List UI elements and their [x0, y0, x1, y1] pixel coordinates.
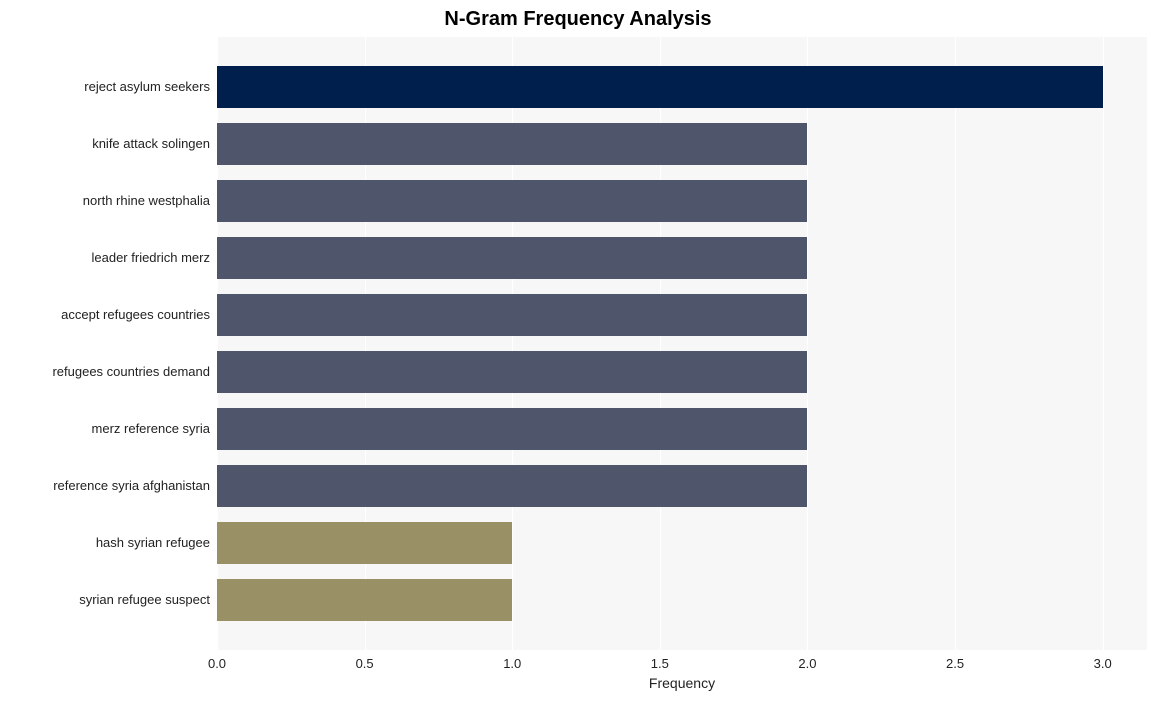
x-tick-label: 2.0 — [798, 656, 816, 671]
x-tick-label: 3.0 — [1094, 656, 1112, 671]
x-tick-label: 1.5 — [651, 656, 669, 671]
y-tick-label: refugees countries demand — [0, 365, 210, 378]
x-tick-label: 0.5 — [356, 656, 374, 671]
y-tick-label: knife attack solingen — [0, 137, 210, 150]
x-tick-label: 2.5 — [946, 656, 964, 671]
x-tick-label: 1.0 — [503, 656, 521, 671]
gridline — [1103, 37, 1104, 650]
y-tick-label: reject asylum seekers — [0, 80, 210, 93]
bar — [217, 408, 807, 450]
y-tick-label: north rhine westphalia — [0, 194, 210, 207]
bar — [217, 351, 807, 393]
bar — [217, 180, 807, 222]
bar — [217, 123, 807, 165]
y-tick-label: leader friedrich merz — [0, 251, 210, 264]
y-tick-label: accept refugees countries — [0, 308, 210, 321]
x-axis-label: Frequency — [217, 675, 1147, 691]
gridline — [955, 37, 956, 650]
bar — [217, 294, 807, 336]
plot-area — [217, 37, 1147, 650]
x-tick-label: 0.0 — [208, 656, 226, 671]
y-tick-label: reference syria afghanistan — [0, 479, 210, 492]
bar — [217, 522, 512, 564]
bar — [217, 66, 1103, 108]
chart-title: N-Gram Frequency Analysis — [0, 8, 1156, 31]
bar — [217, 237, 807, 279]
y-tick-label: merz reference syria — [0, 422, 210, 435]
bar — [217, 579, 512, 621]
y-tick-label: syrian refugee suspect — [0, 593, 210, 606]
bar — [217, 465, 807, 507]
gridline — [807, 37, 808, 650]
y-tick-label: hash syrian refugee — [0, 536, 210, 549]
